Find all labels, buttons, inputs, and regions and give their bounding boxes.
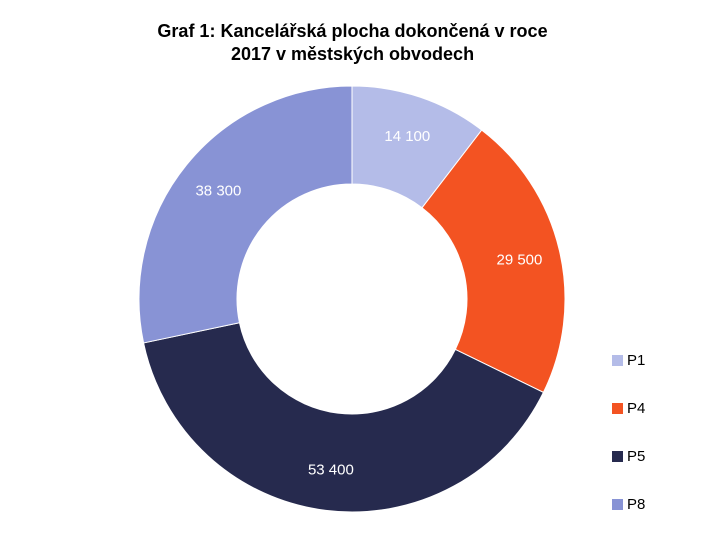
legend-item-p8: P8: [612, 480, 645, 528]
legend-item-p5: P5: [612, 432, 645, 480]
legend-swatch: [612, 402, 623, 414]
legend-item-p1: P1: [612, 336, 645, 384]
slice-p5: [142, 322, 545, 513]
data-label-p1: 14 100: [384, 128, 430, 145]
legend-label: P1: [627, 351, 646, 369]
legend-label: P8: [627, 495, 646, 513]
data-label-p4: 29 500: [496, 252, 542, 269]
legend-swatch: [612, 450, 623, 462]
chart-title: Graf 1: Kancelářská plocha dokončená v r…: [0, 20, 705, 66]
legend-item-p4: P4: [612, 384, 645, 432]
legend-swatch: [612, 498, 623, 510]
legend-swatch: [612, 354, 623, 366]
labels-group: 14 100 29 500 53 400 38 300: [195, 128, 542, 479]
slices-group: [138, 85, 566, 513]
chart-title-line-1: Graf 1: Kancelářská plocha dokončená v r…: [157, 21, 548, 41]
chart-title-line-2: 2017 v městských obvodech: [230, 44, 475, 64]
data-label-p8: 38 300: [195, 183, 241, 200]
data-label-p5: 53 400: [308, 462, 354, 479]
legend-label: P4: [627, 399, 646, 417]
chart-legend: P1 P4 P5 P8: [612, 336, 645, 528]
legend-label: P5: [627, 447, 646, 465]
slice-p4: [421, 129, 566, 394]
slice-p8: [138, 85, 353, 344]
